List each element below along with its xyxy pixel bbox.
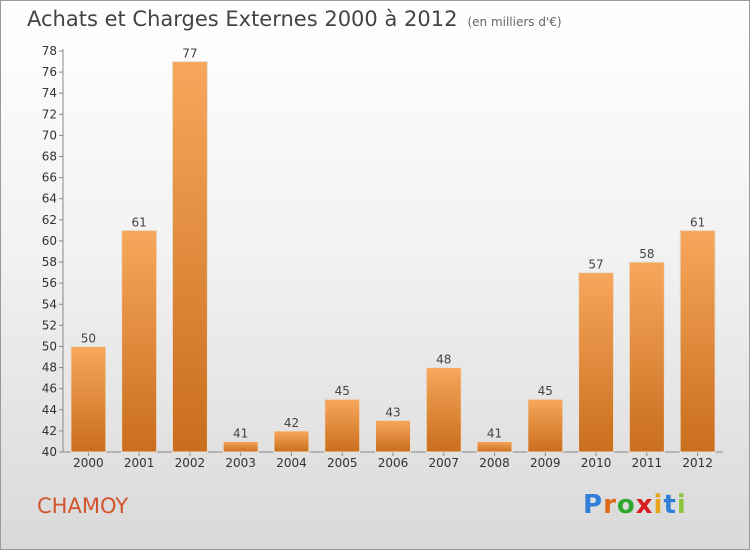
y-tick-label: 58	[42, 255, 57, 269]
logo-letter: o	[616, 490, 636, 520]
bar	[273, 430, 310, 453]
chart-title: Achats et Charges Externes 2000 à 2012 (e…	[27, 7, 562, 31]
bars	[70, 61, 716, 453]
data-label: 42	[284, 416, 299, 430]
data-label: 43	[385, 405, 400, 419]
data-label: 41	[233, 426, 248, 440]
y-tick-label: 48	[42, 361, 57, 375]
x-tick-label: 2001	[124, 456, 155, 470]
data-label: 77	[182, 47, 197, 61]
bar	[476, 440, 513, 453]
y-tick-label: 46	[42, 382, 57, 396]
y-tick-label: 78	[42, 44, 57, 58]
logo-letter: P	[583, 490, 604, 520]
data-label: 50	[81, 331, 96, 345]
y-tick-label: 76	[42, 65, 57, 79]
bar	[171, 61, 208, 453]
data-label: 45	[335, 384, 350, 398]
y-tick-label: 60	[42, 234, 57, 248]
data-label: 58	[639, 247, 654, 261]
y-tick-label: 52	[42, 318, 57, 332]
bar	[679, 229, 716, 453]
proxiti-logo[interactable]: Proxiti	[583, 490, 687, 520]
x-tick-label: 2005	[327, 456, 358, 470]
y-tick-label: 68	[42, 150, 57, 164]
bar	[70, 345, 107, 453]
bar	[578, 272, 615, 453]
bar	[324, 398, 361, 453]
bar	[628, 261, 665, 453]
logo-letter: t	[663, 490, 677, 520]
y-tick-label: 66	[42, 171, 57, 185]
y-axis: 40 42 44 46 48 50 52 54 56 58 60 62 64 66 68 70 72 74 76 78	[42, 44, 64, 459]
y-tick-label: 70	[42, 128, 57, 142]
commune-name: CHAMOY	[37, 494, 129, 518]
x-tick-label: 2009	[530, 456, 561, 470]
y-tick-label: 44	[42, 403, 57, 417]
x-axis: 2000 2001 2002 2003 2004 2005 2006 2007 2008 2009…	[63, 451, 723, 470]
y-tick-label: 62	[42, 213, 57, 227]
data-label: 61	[690, 215, 705, 229]
x-tick-label: 2011	[632, 456, 663, 470]
chart-subtitle: (en milliers d'€)	[467, 15, 562, 29]
y-tick-label: 50	[42, 339, 57, 353]
logo-letter: r	[603, 490, 617, 520]
y-tick-label: 72	[42, 107, 57, 121]
x-tick-label: 2002	[175, 456, 206, 470]
data-label: 57	[588, 258, 603, 272]
x-tick-label: 2010	[581, 456, 612, 470]
x-tick-label: 2012	[682, 456, 713, 470]
x-tick-label: 2004	[276, 456, 307, 470]
logo-letter: x	[635, 490, 654, 520]
data-label: 48	[436, 353, 451, 367]
bar	[375, 419, 411, 453]
data-labels: 50 61 77 41 42 45 43 48 41 45 57 58 61	[81, 47, 706, 441]
data-label: 41	[487, 426, 502, 440]
x-tick-label: 2000	[73, 456, 104, 470]
bar	[527, 398, 564, 453]
x-tick-label: 2006	[378, 456, 409, 470]
y-tick-label: 56	[42, 276, 57, 290]
data-label: 61	[132, 215, 147, 229]
x-tick-label: 2003	[225, 456, 256, 470]
logo-letter: i	[676, 490, 687, 520]
y-tick-label: 74	[42, 86, 57, 100]
y-tick-label: 40	[42, 445, 57, 459]
bar	[425, 367, 462, 453]
logo-letter: i	[653, 490, 664, 520]
chart-title-text: Achats et Charges Externes 2000 à 2012	[27, 7, 458, 31]
x-tick-label: 2008	[479, 456, 510, 470]
y-tick-label: 42	[42, 424, 57, 438]
y-tick-label: 64	[42, 192, 57, 206]
y-tick-label: 54	[42, 297, 57, 311]
x-tick-label: 2007	[428, 456, 459, 470]
data-label: 45	[538, 384, 553, 398]
bar	[222, 440, 259, 453]
bar	[121, 229, 158, 453]
